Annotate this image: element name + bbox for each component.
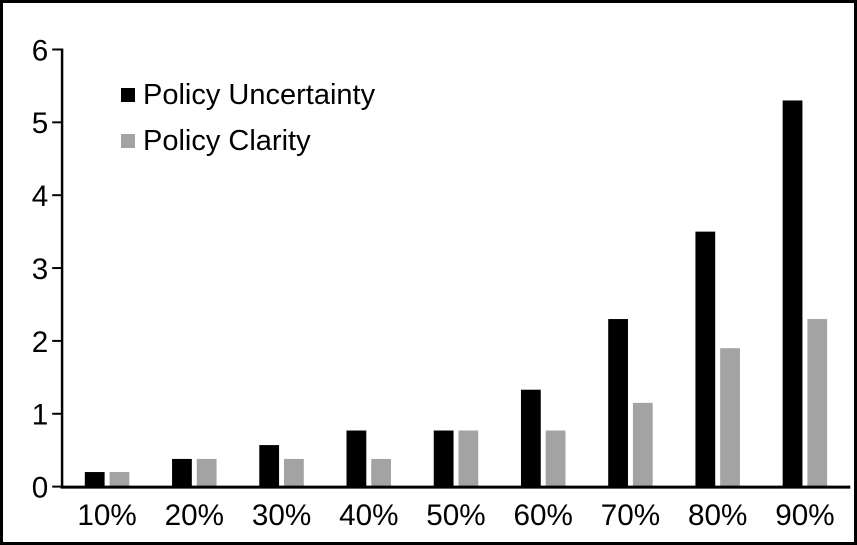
legend-swatch-policy-uncertainty bbox=[121, 88, 135, 102]
x-category-label-90: 90% bbox=[775, 499, 834, 532]
bar-chart-plot-area: 0 1 2 3 4 5 6 10% 20% 30% 40% 50% 60% 70% 80% 90% bbox=[32, 34, 851, 532]
bar-policy-uncertainty-30 bbox=[259, 445, 280, 487]
x-category-label-80: 80% bbox=[688, 499, 747, 532]
y-tick-label-4: 4 bbox=[32, 180, 49, 213]
bar-policy-uncertainty-10 bbox=[84, 472, 105, 487]
bar-policy-uncertainty-20 bbox=[172, 458, 192, 487]
x-category-label-20: 20% bbox=[165, 499, 224, 532]
x-category-label-70: 70% bbox=[601, 499, 660, 532]
x-category-label-30: 30% bbox=[252, 499, 311, 532]
x-category-label-60: 60% bbox=[514, 499, 573, 532]
bar-policy-uncertainty-60 bbox=[520, 389, 541, 487]
bar-policy-clarity-80 bbox=[720, 348, 740, 487]
legend-item-policy-uncertainty: Policy Uncertainty bbox=[121, 79, 376, 111]
bar-policy-clarity-30 bbox=[284, 458, 304, 487]
legend-label-policy-clarity: Policy Clarity bbox=[143, 125, 311, 157]
bar-policy-clarity-50 bbox=[458, 430, 479, 487]
y-tick-label-3: 3 bbox=[32, 253, 49, 286]
bar-policy-uncertainty-90 bbox=[782, 100, 803, 487]
y-tick-label-0: 0 bbox=[32, 471, 49, 504]
bar-policy-clarity-90 bbox=[807, 319, 828, 487]
bar-policy-uncertainty-80 bbox=[695, 231, 716, 487]
bar-policy-uncertainty-40 bbox=[346, 430, 367, 487]
legend: Policy Uncertainty Policy Clarity bbox=[121, 81, 375, 173]
y-tick-label-5: 5 bbox=[32, 107, 49, 140]
bar-policy-clarity-10 bbox=[109, 472, 130, 487]
legend-label-policy-uncertainty: Policy Uncertainty bbox=[143, 79, 376, 111]
bar-policy-clarity-40 bbox=[371, 458, 392, 487]
bar-policy-clarity-20 bbox=[196, 458, 217, 487]
y-tick-label-6: 6 bbox=[32, 34, 49, 67]
bar-policy-uncertainty-70 bbox=[608, 319, 628, 487]
legend-swatch-policy-clarity bbox=[121, 134, 135, 148]
bar-policy-clarity-60 bbox=[545, 430, 566, 487]
x-category-label-40: 40% bbox=[339, 499, 398, 532]
x-category-label-50: 50% bbox=[426, 499, 485, 532]
y-tick-label-2: 2 bbox=[32, 326, 49, 359]
x-category-label-10: 10% bbox=[77, 499, 136, 532]
bar-policy-uncertainty-50 bbox=[433, 430, 454, 487]
bar-policy-clarity-70 bbox=[632, 402, 653, 487]
y-tick-label-1: 1 bbox=[32, 399, 49, 432]
legend-item-policy-clarity: Policy Clarity bbox=[121, 125, 375, 157]
